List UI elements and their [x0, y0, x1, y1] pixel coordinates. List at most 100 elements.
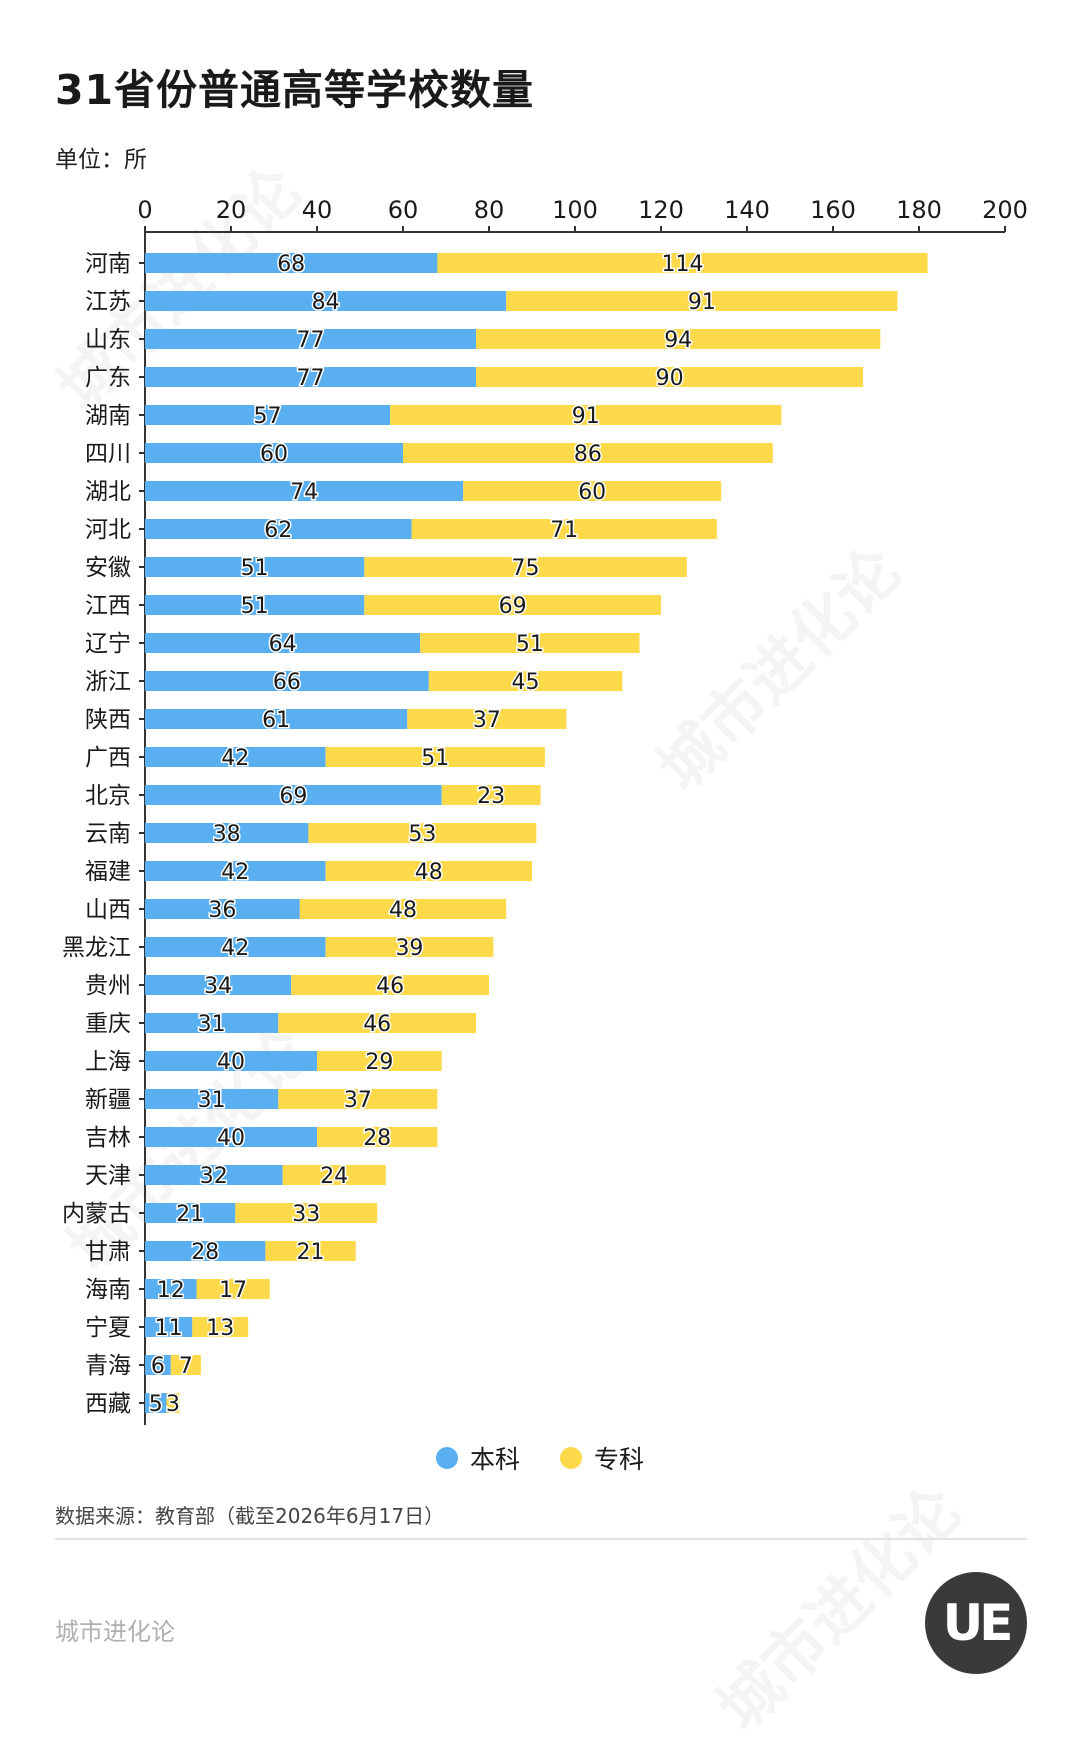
chart-title: 31省份普通高等学校数量 — [55, 66, 535, 114]
data-label-zhuanke: 29 — [365, 1050, 393, 1075]
data-label-benke: 38 — [213, 822, 241, 847]
x-tick-label: 0 — [137, 196, 152, 224]
data-label-benke: 31 — [198, 1088, 226, 1113]
x-tick-label: 160 — [810, 196, 856, 224]
category-label: 江西 — [85, 593, 131, 619]
bar-benke — [145, 785, 442, 805]
data-label-benke: 42 — [221, 746, 249, 771]
category-label: 云南 — [85, 821, 131, 847]
bar-benke — [145, 1317, 193, 1337]
bar-benke — [145, 1279, 197, 1299]
data-label-benke: 60 — [260, 442, 288, 467]
bar-benke — [145, 823, 309, 843]
bar-zhuanke — [463, 481, 722, 501]
bar-benke — [145, 329, 477, 349]
legend-item-zhuanke: 专科 — [560, 1440, 644, 1476]
data-label-zhuanke: 91 — [572, 404, 600, 429]
data-label-zhuanke: 48 — [415, 860, 443, 885]
data-label-zhuanke: 114 — [662, 252, 704, 277]
category-label: 广东 — [85, 365, 131, 391]
bar-zhuanke — [170, 1355, 201, 1375]
data-label-zhuanke: 45 — [512, 670, 540, 695]
data-label-benke: 36 — [208, 898, 236, 923]
bar-benke — [145, 519, 412, 539]
data-label-zhuanke: 71 — [550, 518, 578, 543]
data-label-benke: 12 — [157, 1278, 185, 1303]
category-label: 黑龙江 — [62, 935, 131, 961]
category-label: 内蒙古 — [62, 1201, 131, 1227]
data-source: 数据来源：教育部（截至2026年6月17日） — [55, 1504, 445, 1528]
category-label: 江苏 — [85, 289, 131, 315]
data-label-benke: 51 — [241, 556, 269, 581]
bar-benke — [145, 671, 429, 691]
category-label: 新疆 — [85, 1087, 131, 1113]
data-label-zhuanke: 86 — [574, 442, 602, 467]
data-label-benke: 40 — [217, 1126, 245, 1151]
data-label-zhuanke: 46 — [363, 1012, 391, 1037]
bar-zhuanke — [437, 253, 928, 273]
legend: 本科 专科 — [0, 1440, 1080, 1476]
data-label-zhuanke: 90 — [656, 366, 684, 391]
data-label-zhuanke: 75 — [512, 556, 540, 581]
category-label: 西藏 — [85, 1391, 131, 1417]
bar-zhuanke — [196, 1279, 270, 1299]
data-label-benke: 51 — [241, 594, 269, 619]
category-label: 安徽 — [85, 555, 131, 581]
data-label-benke: 66 — [273, 670, 301, 695]
x-tick-label: 80 — [474, 196, 505, 224]
category-label: 吉林 — [85, 1125, 131, 1151]
data-label-benke: 74 — [290, 480, 318, 505]
bar-benke — [145, 899, 300, 919]
bar-zhuanke — [325, 747, 545, 767]
category-label: 河南 — [85, 251, 131, 277]
divider — [55, 1538, 1027, 1540]
data-label-benke: 31 — [198, 1012, 226, 1037]
bar-zhuanke — [192, 1317, 249, 1337]
bar-benke — [145, 1393, 167, 1413]
stacked-bar-chart: 0 20 40 60 80 100 120 140 160 180 200 河南 68 114 江苏 84 91… — [62, 196, 1028, 1425]
data-label-benke: 42 — [221, 936, 249, 961]
x-tick-label: 100 — [552, 196, 598, 224]
category-label: 四川 — [85, 441, 131, 467]
data-label-benke: 61 — [262, 708, 290, 733]
data-label-zhuanke: 13 — [206, 1316, 234, 1341]
bar-zhuanke — [278, 1089, 438, 1109]
data-label-benke: 68 — [277, 252, 305, 277]
data-label-zhuanke: 24 — [320, 1164, 348, 1189]
category-label: 北京 — [85, 783, 131, 809]
legend-label-benke: 本科 — [469, 1445, 520, 1474]
data-label-zhuanke: 3 — [166, 1392, 180, 1417]
data-label-zhuanke: 39 — [395, 936, 423, 961]
brand-name: 城市进化论 — [55, 1618, 175, 1646]
data-label-zhuanke: 91 — [688, 290, 716, 315]
data-label-benke: 57 — [254, 404, 282, 429]
bar-benke — [145, 861, 326, 881]
bar-benke — [145, 443, 403, 463]
bar-benke — [145, 1165, 283, 1185]
legend-dot-benke — [435, 1447, 458, 1469]
data-label-benke: 69 — [279, 784, 307, 809]
bar-zhuanke — [282, 1165, 386, 1185]
category-label: 湖北 — [85, 479, 131, 505]
brand-logo: UE — [925, 1572, 1027, 1674]
data-label-benke: 5 — [149, 1392, 163, 1417]
bar-zhuanke — [299, 899, 507, 919]
category-label: 海南 — [85, 1277, 131, 1303]
category-label: 广西 — [85, 745, 131, 771]
data-label-zhuanke: 48 — [389, 898, 417, 923]
data-label-zhuanke: 51 — [516, 632, 544, 657]
data-label-zhuanke: 46 — [376, 974, 404, 999]
x-tick-label: 140 — [724, 196, 770, 224]
bar-zhuanke — [325, 861, 532, 881]
bar-zhuanke — [265, 1241, 356, 1261]
bar-zhuanke — [420, 633, 640, 653]
category-label: 山西 — [85, 897, 131, 923]
category-label: 天津 — [85, 1163, 131, 1189]
data-label-benke: 11 — [155, 1316, 183, 1341]
bar-zhuanke — [317, 1051, 442, 1071]
bar-benke — [145, 405, 391, 425]
bar-benke — [145, 595, 365, 615]
bar-zhuanke — [476, 329, 881, 349]
data-label-zhuanke: 21 — [297, 1240, 325, 1265]
bar-zhuanke — [317, 1127, 438, 1147]
